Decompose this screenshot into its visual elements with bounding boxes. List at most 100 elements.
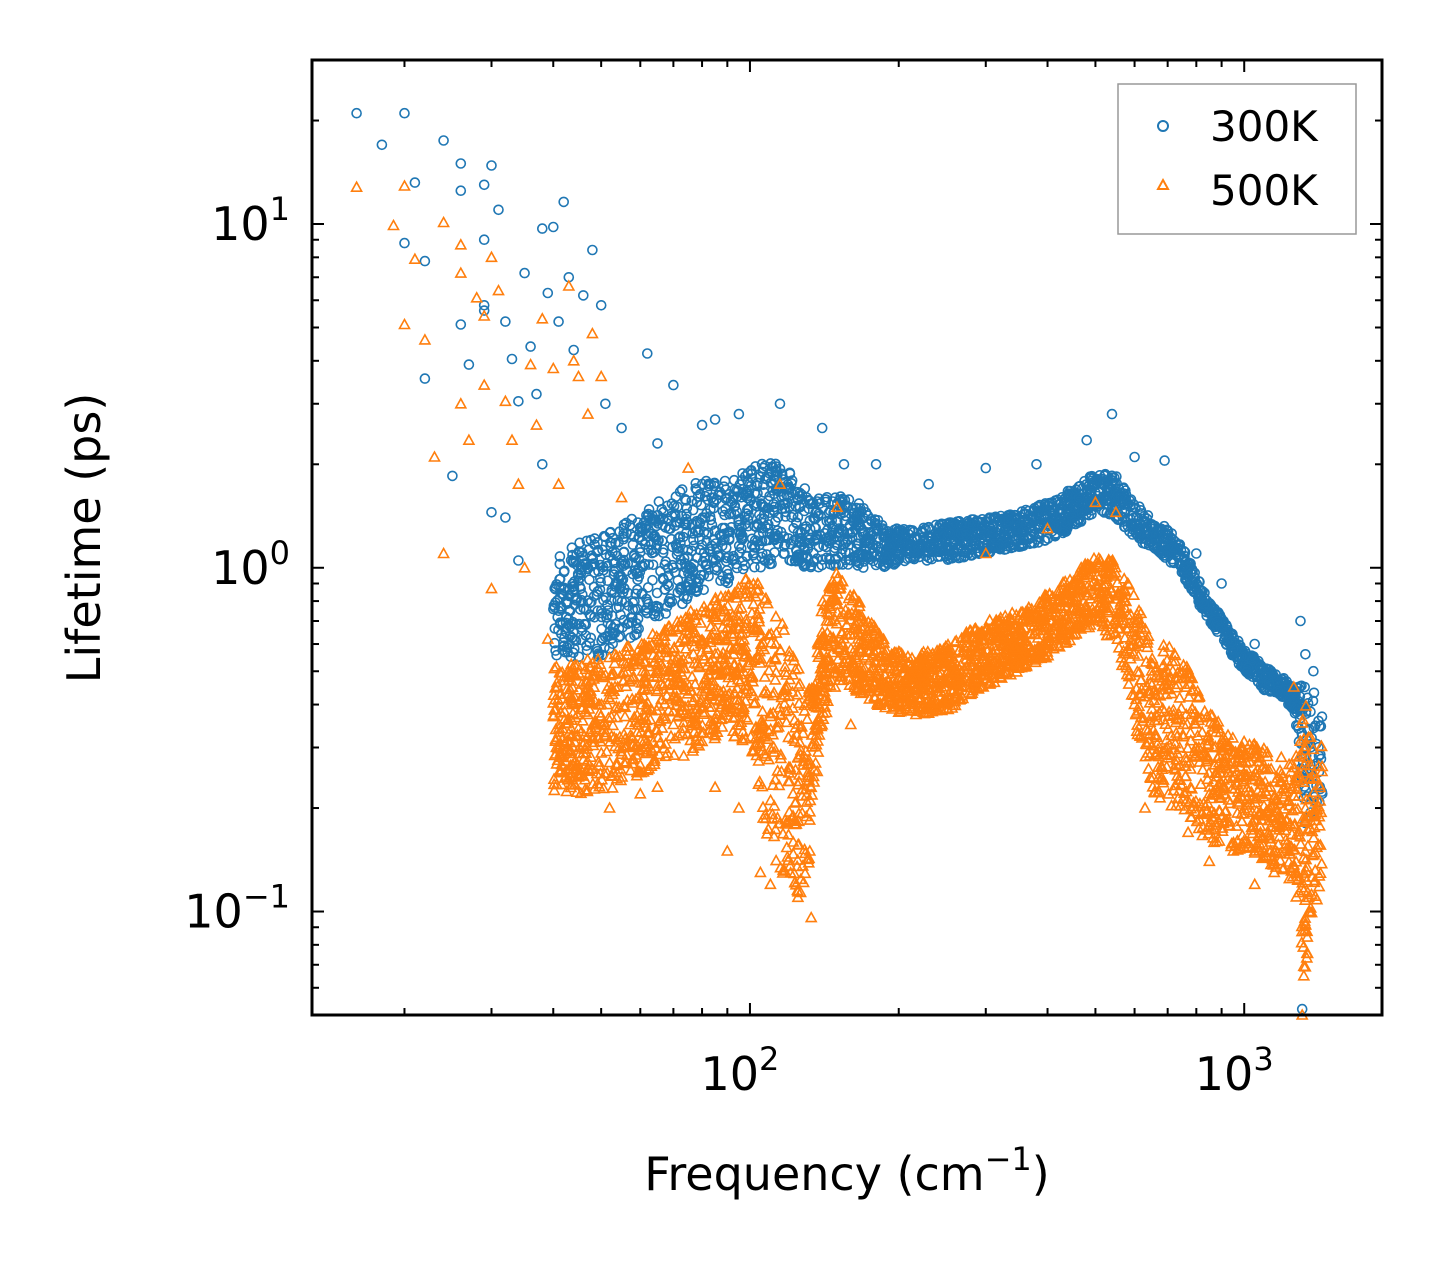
series-300k-point	[960, 526, 972, 538]
series-300k-point	[1039, 509, 1051, 521]
series-500k-point	[1266, 810, 1280, 822]
series-300k-point	[570, 635, 582, 647]
series-300k-point	[912, 541, 924, 552]
series-500k-point	[747, 586, 760, 599]
series-300k-point	[978, 545, 990, 557]
series-500k-point	[720, 647, 734, 660]
series-300k-point	[717, 535, 729, 546]
series-300k-point	[1040, 498, 1051, 509]
series-500k-point	[1173, 691, 1186, 703]
series-300k-point	[1086, 488, 1097, 500]
series-300k-point	[823, 535, 834, 547]
series-300k-point	[677, 543, 689, 555]
series-300k-point	[560, 626, 572, 638]
series-300k-point	[643, 504, 655, 515]
series-300k-point	[594, 584, 606, 595]
series-300k-point	[658, 506, 669, 518]
series-500k-point	[1274, 750, 1288, 763]
series-300k-point	[702, 494, 714, 506]
series-500k-point	[1142, 762, 1155, 774]
series-300k-point	[749, 542, 761, 554]
series-300k-point	[531, 388, 542, 400]
series-300k-point	[628, 531, 640, 542]
series-300k-point	[419, 255, 431, 267]
series-300k-point	[870, 559, 882, 571]
series-500k-point	[572, 666, 586, 678]
series-500k-point	[1237, 807, 1251, 819]
series-300k-point	[1140, 538, 1151, 550]
series-500k-point	[1112, 641, 1126, 653]
series-300k-point	[1155, 523, 1167, 535]
series-300k-point	[1074, 480, 1086, 492]
series-300k-point	[1153, 545, 1164, 556]
series-300k-point	[618, 522, 630, 534]
series-300k-point	[723, 551, 735, 562]
series-300k-point	[879, 551, 891, 562]
series-300k-point	[1018, 515, 1030, 527]
series-300k-point	[826, 514, 838, 526]
series-500k-point	[892, 644, 906, 657]
series-500k-point	[831, 652, 845, 665]
series-300k-point	[768, 498, 779, 510]
series-500k-point	[1086, 606, 1100, 619]
series-300k-point	[647, 531, 659, 542]
series-300k-point	[1211, 616, 1223, 628]
series-300k-point	[798, 541, 810, 552]
series-500k-point	[578, 773, 592, 785]
series-500k-point	[735, 732, 749, 744]
series-500k-point	[640, 683, 654, 695]
series-300k-point	[598, 530, 610, 542]
series-300k-point	[1200, 606, 1212, 618]
series-500k-point	[1311, 837, 1325, 850]
series-500k-point	[1310, 772, 1323, 784]
series-500k-point	[1248, 795, 1262, 808]
series-500k-point	[1300, 924, 1314, 937]
series-500k-point	[720, 621, 734, 634]
series-300k-point	[663, 596, 675, 607]
series-300k-point	[718, 481, 730, 493]
series-300k-point	[703, 564, 714, 576]
series-300k-point	[556, 588, 567, 599]
series-500k-point	[792, 696, 806, 709]
series-500k-point	[605, 710, 618, 722]
series-300k-point	[734, 529, 746, 541]
series-300k-point	[574, 572, 586, 584]
series-300k-point	[682, 551, 694, 563]
series-300k-point	[794, 527, 806, 539]
series-300k-point	[624, 519, 636, 531]
series-300k-point	[593, 648, 604, 659]
series-500k-point	[756, 800, 770, 812]
series-300k-point	[833, 528, 845, 539]
series-300k-point	[376, 139, 388, 151]
series-300k-point	[1153, 529, 1165, 540]
series-300k-point	[1129, 451, 1140, 463]
series-500k-point	[1126, 637, 1140, 650]
series-500k-point	[1262, 762, 1275, 775]
series-500k-point	[1300, 930, 1314, 942]
series-500k-point	[792, 774, 806, 787]
series-500k-point	[1245, 815, 1259, 827]
series-300k-point	[642, 582, 654, 593]
series-500k-point	[1295, 716, 1309, 728]
series-500k-point	[1150, 737, 1164, 749]
series-300k-point	[1310, 720, 1321, 732]
series-500k-point	[669, 698, 683, 710]
series-500k-point	[709, 668, 723, 680]
series-300k-point	[793, 555, 805, 567]
series-500k-point	[1119, 601, 1132, 613]
series-500k-point	[1169, 681, 1183, 693]
series-500k-point	[706, 674, 720, 686]
series-500k-point	[727, 659, 741, 671]
series-300k-point	[1000, 533, 1012, 545]
series-300k-point	[597, 632, 609, 644]
series-300k-point	[856, 522, 867, 534]
series-500k-point	[834, 636, 848, 648]
series-300k-point	[447, 470, 458, 482]
series-500k-point	[824, 673, 838, 685]
series-300k-point	[749, 561, 760, 573]
series-300k-point	[779, 538, 791, 550]
series-300k-point	[989, 542, 1001, 554]
series-300k-point	[684, 570, 696, 582]
series-300k-point	[551, 579, 562, 590]
series-300k-point	[765, 458, 776, 469]
